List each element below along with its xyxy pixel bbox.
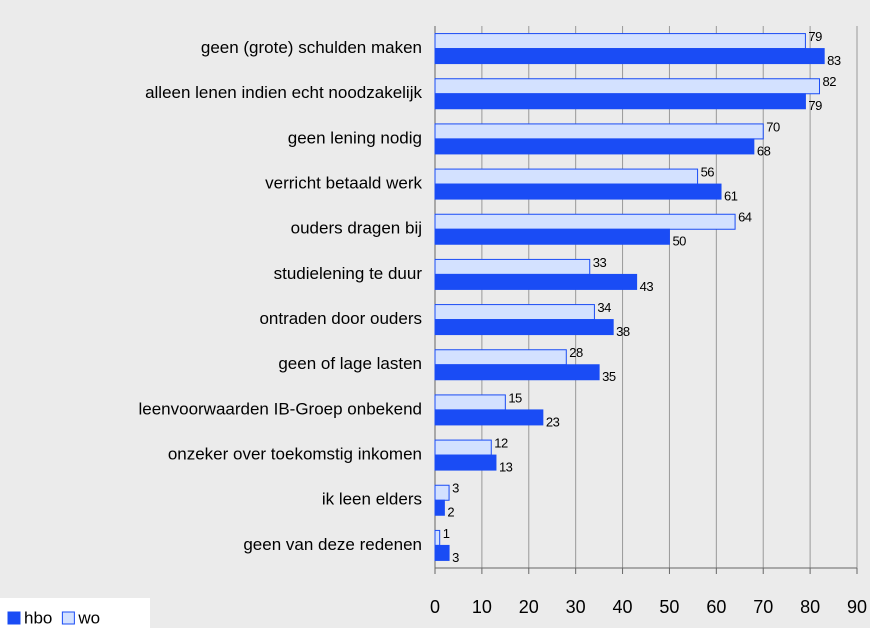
bar [434,93,806,110]
bar [434,228,670,245]
bar [434,33,806,50]
category-label: onzeker over toekomstig inkomen [168,445,422,464]
value-label: 43 [640,279,654,294]
bar [434,319,614,336]
bar [434,78,820,95]
bar [434,484,450,501]
bar [434,168,699,185]
x-tick-label: 50 [659,597,679,617]
value-label: 34 [597,300,611,315]
x-tick-label: 80 [800,597,820,617]
bar [434,349,567,366]
value-label: 56 [701,165,715,180]
bar [434,454,497,471]
x-tick-label: 10 [472,597,492,617]
bar [434,258,591,275]
value-label: 12 [494,436,508,451]
bar [434,273,638,290]
bar [434,213,736,230]
value-label: 82 [822,74,836,89]
value-label: 70 [766,119,780,134]
value-label: 1 [443,526,450,541]
x-tick-label: 60 [706,597,726,617]
value-label: 28 [569,345,583,360]
category-label: ik leen elders [322,490,422,509]
category-label: geen van deze redenen [243,535,422,554]
legend-background [0,598,150,628]
category-label: geen lening nodig [288,128,422,147]
category-label: geen of lage lasten [278,354,422,373]
value-label: 79 [808,98,822,113]
x-tick-label: 20 [519,597,539,617]
value-label: 83 [827,53,841,68]
bar [434,439,492,456]
bar [434,364,600,381]
value-label: 50 [672,234,686,249]
x-tick-label: 30 [566,597,586,617]
bar [434,499,445,516]
legend-swatch [61,611,75,625]
category-label: ouders dragen bij [291,219,422,238]
category-label: ontraden door ouders [259,309,422,328]
legend-swatch [7,611,21,625]
value-label: 15 [508,390,522,405]
legend-label: hbo [24,608,52,627]
category-label: studielening te duur [274,264,423,283]
bar [434,409,544,426]
value-label: 64 [738,210,752,225]
bar [434,123,764,140]
value-label: 68 [757,143,771,158]
bar [434,544,450,561]
x-tick-label: 70 [753,597,773,617]
x-tick-label: 40 [613,597,633,617]
bar [434,529,441,546]
bar [434,394,506,411]
value-label: 23 [546,414,560,429]
value-label: 2 [447,505,454,520]
legend-label: wo [77,608,100,627]
value-label: 3 [452,481,459,496]
value-label: 33 [593,255,607,270]
value-label: 61 [724,189,738,204]
category-label: leenvoorwaarden IB-Groep onbekend [138,399,422,418]
category-label: verricht betaald werk [265,174,422,193]
value-label: 13 [499,460,513,475]
x-tick-label: 0 [430,597,440,617]
bar [434,304,595,321]
value-label: 38 [616,324,630,339]
bar [434,183,722,200]
value-label: 79 [808,29,822,44]
value-label: 3 [452,550,459,565]
category-label: geen (grote) schulden maken [201,38,422,57]
x-tick-label: 90 [847,597,867,617]
category-label: alleen lenen indien echt noodzakelijk [145,83,422,102]
value-label: 35 [602,369,616,384]
bar [434,48,825,65]
bar [434,138,755,155]
